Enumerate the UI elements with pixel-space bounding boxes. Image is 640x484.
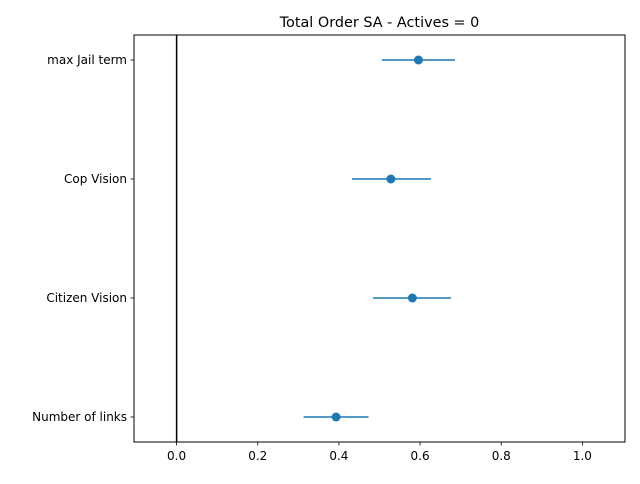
x-tick-label: 0.0 [167,449,186,463]
data-point [386,174,396,184]
x-tick-label: 0.2 [248,449,267,463]
data-point [413,55,423,65]
x-tick-label: 1.0 [573,449,592,463]
data-point [407,293,417,303]
chart-title: Total Order SA - Actives = 0 [279,15,480,31]
y-tick-label: Cop Vision [64,172,127,186]
y-axis: max Jail term Cop Vision Citizen Vision Num… [32,53,134,424]
y-tick-label: Number of links [32,410,127,424]
y-tick-label: max Jail term [47,53,127,67]
x-axis: 0.0 0.2 0.4 0.6 0.8 1.0 [167,442,592,463]
x-tick-label: 0.6 [411,449,430,463]
y-tick-label: Citizen Vision [46,291,127,305]
data-point [331,412,341,422]
x-tick-label: 0.8 [492,449,511,463]
x-tick-label: 0.4 [329,449,348,463]
plot-frame [133,34,626,443]
chart-marks [175,35,455,442]
